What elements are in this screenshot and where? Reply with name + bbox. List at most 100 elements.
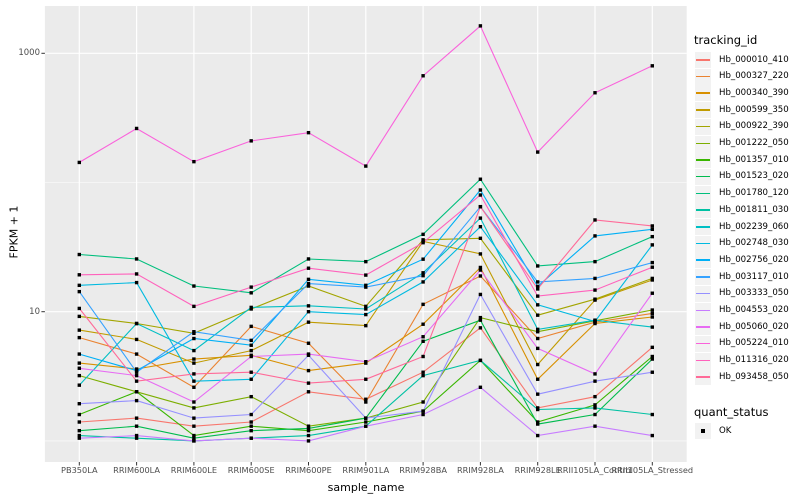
data-point xyxy=(593,297,597,301)
data-point xyxy=(134,379,139,383)
legend-line-swatch-icon xyxy=(696,92,710,94)
data-point xyxy=(593,321,597,326)
data-point xyxy=(536,420,540,424)
legend-key-icon xyxy=(695,369,711,386)
data-point xyxy=(134,416,139,420)
data-point xyxy=(478,193,483,197)
legend-line-swatch-icon xyxy=(696,309,710,312)
data-point xyxy=(364,416,368,420)
data-point xyxy=(77,420,81,424)
data-point xyxy=(536,392,540,396)
legend-entry-label: Hb_003333_050 xyxy=(719,288,789,299)
data-point xyxy=(364,304,368,309)
x-tick-label: RRIM600PE xyxy=(285,465,332,475)
data-point xyxy=(134,352,139,356)
legend-entry-label: Hb_002748_030 xyxy=(719,238,789,249)
x-tick-label: RRIM600LE xyxy=(170,465,217,475)
legend-line-swatch-icon xyxy=(696,342,710,345)
data-point xyxy=(364,259,368,264)
legend-key-icon xyxy=(695,135,711,152)
legend-line-swatch-icon xyxy=(696,292,710,295)
data-point xyxy=(134,337,139,342)
data-point xyxy=(650,357,654,361)
data-point xyxy=(134,321,139,326)
data-point xyxy=(364,420,368,424)
data-point xyxy=(593,379,597,383)
data-point xyxy=(478,385,483,389)
legend-key-icon xyxy=(695,335,711,352)
legend-entry-label: Hb_000010_410 xyxy=(719,54,789,65)
data-point xyxy=(478,216,483,220)
data-point xyxy=(249,428,253,433)
data-point xyxy=(364,164,368,168)
data-point xyxy=(593,372,597,376)
x-tick-label: RRII105LA_Stressed xyxy=(611,465,694,475)
legend-title-tracking-id: tracking_id xyxy=(694,33,758,47)
data-point xyxy=(364,312,368,317)
legend-key-icon xyxy=(695,252,711,269)
x-axis-title: sample_name xyxy=(327,481,405,494)
data-point xyxy=(306,130,311,135)
legend-entry-label: Hb_093458_050 xyxy=(719,371,789,382)
legend-line-swatch-icon xyxy=(696,376,710,378)
data-point xyxy=(536,330,540,334)
data-point xyxy=(478,268,483,272)
legend-line-swatch-icon xyxy=(696,226,710,228)
data-point xyxy=(421,370,425,374)
legend-entry-label: Hb_002756_020 xyxy=(719,254,789,265)
data-point xyxy=(421,400,425,404)
data-point xyxy=(192,416,196,420)
data-point xyxy=(306,424,311,428)
data-point xyxy=(134,390,139,394)
x-tick-label: RRIM901LA xyxy=(342,465,390,475)
legend-entry-label: Hb_011316_020 xyxy=(719,355,789,366)
data-point xyxy=(650,311,654,316)
legend-key-icon xyxy=(695,52,711,68)
data-point xyxy=(192,385,196,389)
data-point xyxy=(421,412,425,417)
x-tick-label: RRIM928LA xyxy=(456,465,504,475)
data-point xyxy=(364,273,368,277)
data-point xyxy=(536,303,540,307)
data-point xyxy=(478,318,483,322)
data-point xyxy=(192,372,196,376)
data-point xyxy=(134,424,139,428)
data-point xyxy=(77,273,81,277)
data-point xyxy=(421,322,425,326)
data-point xyxy=(77,436,81,440)
data-point xyxy=(192,304,196,309)
data-point xyxy=(593,276,597,281)
data-point xyxy=(249,338,253,343)
data-point xyxy=(364,360,368,364)
data-point xyxy=(421,280,425,284)
data-point xyxy=(536,150,540,154)
data-point xyxy=(536,422,540,426)
data-point xyxy=(364,424,368,428)
data-point xyxy=(249,291,253,295)
data-point xyxy=(536,377,540,381)
data-point xyxy=(421,232,425,237)
data-point xyxy=(77,160,81,165)
data-point xyxy=(192,436,196,440)
data-point xyxy=(249,377,253,381)
data-point xyxy=(134,373,139,378)
data-point xyxy=(306,277,311,282)
data-point xyxy=(192,348,196,353)
data-point xyxy=(478,265,483,270)
quant-status-label: OK xyxy=(719,426,732,436)
data-point xyxy=(650,234,654,239)
legend-entry-label: Hb_001811_030 xyxy=(719,204,789,215)
data-point xyxy=(650,64,654,68)
x-tick-label: RRIM928LE xyxy=(514,465,561,475)
data-point xyxy=(192,424,196,428)
data-point xyxy=(364,283,368,288)
data-point xyxy=(134,370,139,374)
quant-status-key-icon xyxy=(695,423,711,439)
data-point xyxy=(306,310,311,314)
data-point xyxy=(650,276,654,281)
legend-key-icon xyxy=(695,269,711,286)
data-point xyxy=(650,227,654,232)
legend-line-swatch-icon xyxy=(696,159,710,161)
legend-line-swatch-icon xyxy=(696,59,710,61)
